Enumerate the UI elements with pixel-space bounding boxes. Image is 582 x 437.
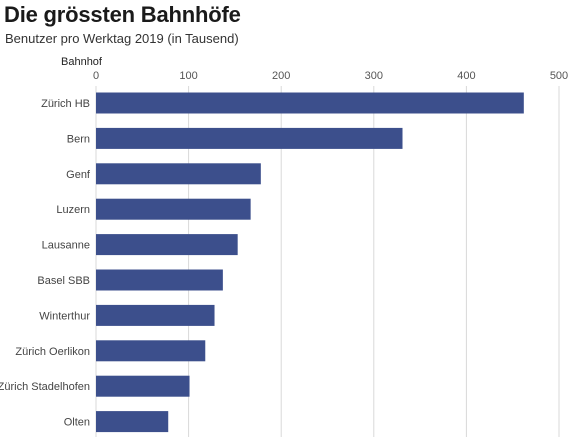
category-label: Basel SBB — [37, 275, 90, 287]
x-tick-label: 400 — [457, 70, 475, 82]
bar — [96, 127, 403, 149]
chart-subtitle: Benutzer pro Werktag 2019 (in Tausend) — [5, 31, 239, 46]
bar — [96, 234, 238, 256]
bars — [96, 92, 524, 433]
category-label: Winterthur — [39, 310, 90, 322]
category-label: Zürich Stadelhofen — [0, 381, 90, 393]
category-axis-label: Bahnhof — [61, 56, 102, 68]
bar — [96, 92, 524, 114]
x-tick-label: 0 — [93, 70, 99, 82]
bar — [96, 375, 190, 397]
bar — [96, 269, 223, 291]
category-label: Zürich HB — [41, 98, 90, 110]
category-label: Genf — [66, 169, 91, 181]
category-label: Zürich Oerlikon — [15, 346, 90, 358]
bar — [96, 198, 251, 220]
chart-title: Die grössten Bahnhöfe — [4, 2, 241, 27]
x-tick-label: 100 — [179, 70, 197, 82]
category-label: Lausanne — [42, 240, 90, 252]
x-tick-label: 300 — [365, 70, 383, 82]
category-labels: Zürich HB Bern Genf Luzern Lausanne Basel SBB… — [0, 98, 91, 429]
category-label: Bern — [67, 133, 90, 145]
category-label: Luzern — [56, 204, 90, 216]
bar — [96, 304, 215, 326]
bar — [96, 163, 261, 185]
category-label: Olten — [64, 417, 90, 429]
x-axis-ticks: 0 100 200 300 400 500 — [93, 70, 568, 82]
x-tick-label: 500 — [550, 70, 568, 82]
x-tick-label: 200 — [272, 70, 290, 82]
bar — [96, 411, 169, 433]
bar — [96, 340, 206, 362]
